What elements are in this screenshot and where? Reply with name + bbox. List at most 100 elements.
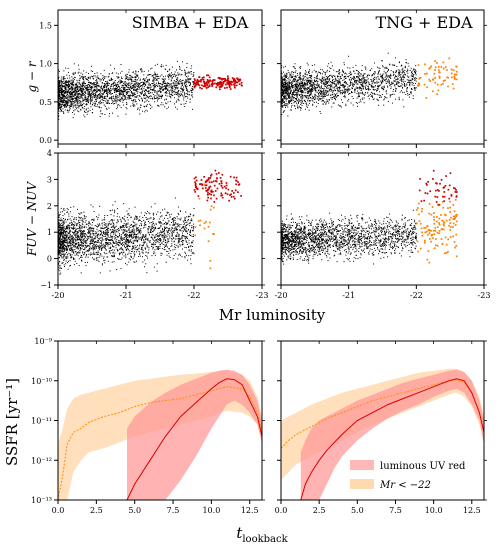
scatter-point (410, 80, 411, 81)
scatter-point (221, 82, 223, 84)
scatter-point (295, 88, 296, 89)
scatter-point (68, 72, 69, 73)
scatter-point (149, 74, 150, 75)
scatter-point (292, 81, 293, 82)
scatter-point (136, 101, 137, 102)
scatter-point (69, 93, 70, 94)
scatter-point (383, 99, 384, 100)
scatter-point (123, 89, 124, 90)
scatter-point (402, 75, 403, 76)
scatter-point (184, 93, 185, 94)
scatter-point (186, 86, 187, 87)
scatter-point (198, 84, 200, 86)
scatter-point (129, 83, 130, 84)
scatter-point (126, 102, 127, 103)
scatter-point (325, 73, 326, 74)
scatter-point (102, 97, 103, 98)
scatter-point (339, 89, 340, 90)
scatter-point (308, 81, 309, 82)
scatter-point (174, 89, 175, 90)
scatter-point (59, 77, 60, 78)
scatter-point (350, 74, 351, 75)
scatter-point (154, 97, 155, 98)
scatter-point (315, 87, 316, 88)
scatter-point (361, 80, 362, 81)
scatter-point (388, 70, 389, 71)
scatter-point (323, 83, 324, 84)
scatter-point (396, 70, 397, 71)
scatter-point (384, 71, 385, 72)
scatter-point (116, 102, 117, 103)
scatter-point (79, 100, 80, 101)
scatter-point (165, 78, 166, 79)
scatter-point (160, 83, 161, 84)
scatter-point (129, 75, 130, 76)
scatter-point (303, 76, 304, 77)
scatter-point (68, 90, 69, 91)
scatter-point (160, 86, 161, 87)
scatter-point (310, 83, 311, 84)
scatter-point (308, 105, 309, 106)
scatter-point (111, 224, 112, 225)
scatter-point (62, 239, 63, 240)
scatter-point (74, 90, 75, 91)
scatter-point (95, 103, 96, 104)
scatter-point (396, 88, 397, 89)
scatter-point (330, 75, 331, 76)
scatter-point (67, 94, 68, 95)
scatter-point (343, 92, 344, 93)
scatter-point (415, 69, 416, 70)
scatter-point (315, 97, 316, 98)
scatter-point (90, 98, 91, 99)
scatter-point (294, 76, 295, 77)
scatter-point (377, 94, 378, 95)
scatter-point (403, 74, 404, 75)
scatter-point (362, 65, 363, 66)
scatter-point (64, 105, 65, 106)
scatter-point (285, 75, 286, 76)
scatter-point (159, 246, 160, 247)
scatter-point (192, 89, 193, 90)
scatter-point (62, 89, 63, 90)
scatter-point (337, 83, 338, 84)
scatter-point (66, 92, 67, 93)
scatter-point (109, 90, 110, 91)
scatter-point (80, 73, 81, 74)
scatter-point (118, 77, 119, 78)
scatter-point (175, 81, 176, 82)
scatter-point (319, 92, 320, 93)
scatter-point (163, 89, 164, 90)
scatter-point (349, 75, 350, 76)
scatter-point (73, 105, 74, 106)
scatter-point (316, 71, 317, 72)
scatter-point (295, 98, 296, 99)
scatter-point (383, 66, 384, 67)
scatter-point (169, 85, 170, 86)
scatter-point (152, 81, 153, 82)
scatter-point (96, 229, 97, 230)
scatter-point (416, 81, 417, 82)
scatter-point (334, 98, 335, 99)
scatter-point (111, 90, 112, 91)
scatter-point (171, 87, 172, 88)
scatter-point (118, 81, 119, 82)
scatter-point (170, 75, 171, 76)
scatter-point (301, 96, 302, 97)
scatter-point (147, 104, 148, 105)
scatter-point (350, 77, 351, 78)
scatter-point (65, 96, 66, 97)
scatter-point (316, 102, 317, 103)
scatter-point (333, 91, 334, 92)
scatter-point (181, 88, 182, 89)
scatter-point (372, 93, 373, 94)
scatter-point (306, 74, 307, 75)
scatter-point (294, 67, 295, 68)
scatter-point (290, 91, 291, 92)
scatter-point (386, 97, 387, 98)
scatter-point (124, 255, 125, 256)
scatter-point (293, 90, 294, 91)
scatter-point (120, 101, 121, 102)
scatter-point (147, 82, 148, 83)
scatter-point (413, 98, 414, 99)
scatter-point (177, 93, 178, 94)
